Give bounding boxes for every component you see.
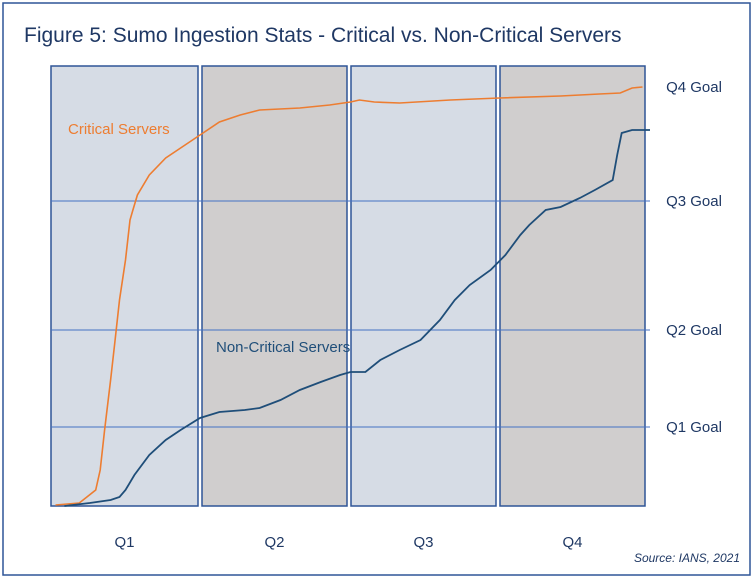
goal-label: Q2 Goal bbox=[666, 322, 722, 339]
quarter-band-q1 bbox=[50, 65, 199, 507]
x-tick-label: Q2 bbox=[264, 534, 284, 551]
x-tick-label: Q4 bbox=[562, 534, 582, 551]
x-tick-label: Q3 bbox=[413, 534, 433, 551]
goal-label: Q3 Goal bbox=[666, 193, 722, 210]
quarter-band-q3 bbox=[350, 65, 497, 507]
goal-label: Q1 Goal bbox=[666, 419, 722, 436]
goal-label: Q4 Goal bbox=[666, 79, 722, 96]
x-tick-label: Q1 bbox=[114, 534, 134, 551]
chart-title: Figure 5: Sumo Ingestion Stats - Critica… bbox=[24, 24, 622, 47]
quarter-band-q2 bbox=[201, 65, 348, 507]
series-label-critical: Critical Servers bbox=[68, 121, 170, 138]
source-note: Source: IANS, 2021 bbox=[634, 551, 740, 565]
series-line-critical bbox=[55, 86, 643, 506]
series-line-non-critical bbox=[64, 129, 650, 507]
series-label-non-critical: Non-Critical Servers bbox=[216, 339, 350, 356]
